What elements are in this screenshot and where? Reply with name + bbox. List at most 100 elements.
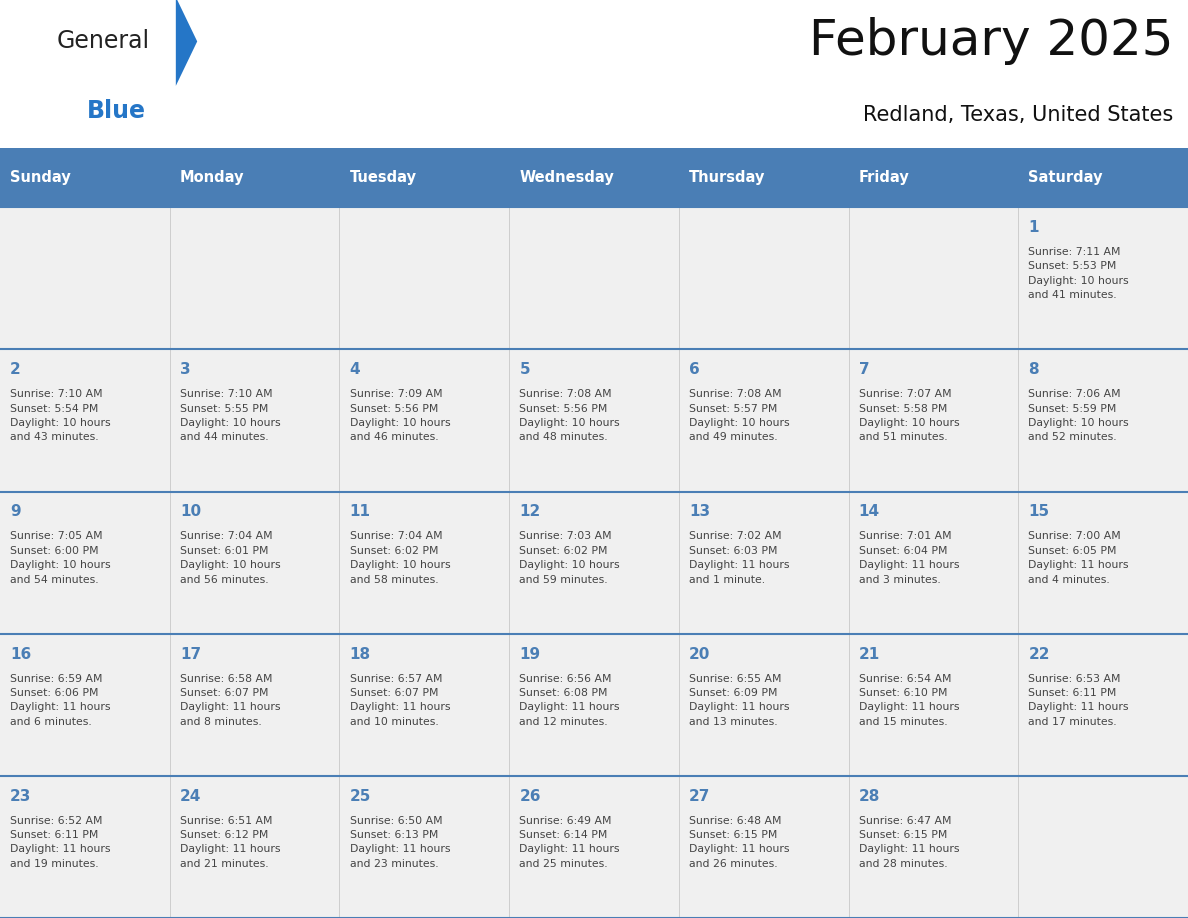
Text: 7: 7 bbox=[859, 363, 870, 377]
Bar bbox=[1018, 633, 1188, 776]
Bar bbox=[510, 207, 678, 350]
Text: Sunrise: 6:49 AM
Sunset: 6:14 PM
Daylight: 11 hours
and 25 minutes.: Sunrise: 6:49 AM Sunset: 6:14 PM Dayligh… bbox=[519, 816, 620, 868]
Text: 21: 21 bbox=[859, 646, 880, 662]
Text: 4: 4 bbox=[349, 363, 360, 377]
Text: 17: 17 bbox=[179, 646, 201, 662]
Text: Wednesday: Wednesday bbox=[519, 170, 614, 185]
Bar bbox=[678, 491, 848, 633]
Text: 2: 2 bbox=[11, 363, 21, 377]
Bar bbox=[0, 776, 170, 918]
Text: 16: 16 bbox=[11, 646, 31, 662]
Text: Sunrise: 6:54 AM
Sunset: 6:10 PM
Daylight: 11 hours
and 15 minutes.: Sunrise: 6:54 AM Sunset: 6:10 PM Dayligh… bbox=[859, 674, 959, 727]
Text: 18: 18 bbox=[349, 646, 371, 662]
Text: Sunrise: 7:00 AM
Sunset: 6:05 PM
Daylight: 11 hours
and 4 minutes.: Sunrise: 7:00 AM Sunset: 6:05 PM Dayligh… bbox=[1029, 532, 1129, 585]
Text: Sunrise: 7:03 AM
Sunset: 6:02 PM
Daylight: 10 hours
and 59 minutes.: Sunrise: 7:03 AM Sunset: 6:02 PM Dayligh… bbox=[519, 532, 620, 585]
Bar bbox=[340, 491, 510, 633]
Text: Sunrise: 6:48 AM
Sunset: 6:15 PM
Daylight: 11 hours
and 26 minutes.: Sunrise: 6:48 AM Sunset: 6:15 PM Dayligh… bbox=[689, 816, 790, 868]
Text: Tuesday: Tuesday bbox=[349, 170, 417, 185]
Text: 5: 5 bbox=[519, 363, 530, 377]
Text: Friday: Friday bbox=[859, 170, 910, 185]
Bar bbox=[1018, 207, 1188, 350]
Text: Sunrise: 7:07 AM
Sunset: 5:58 PM
Daylight: 10 hours
and 51 minutes.: Sunrise: 7:07 AM Sunset: 5:58 PM Dayligh… bbox=[859, 389, 960, 442]
Text: 12: 12 bbox=[519, 504, 541, 520]
Text: 9: 9 bbox=[11, 504, 21, 520]
Bar bbox=[678, 207, 848, 350]
Text: Sunrise: 6:53 AM
Sunset: 6:11 PM
Daylight: 11 hours
and 17 minutes.: Sunrise: 6:53 AM Sunset: 6:11 PM Dayligh… bbox=[1029, 674, 1129, 727]
Bar bbox=[170, 633, 340, 776]
Text: February 2025: February 2025 bbox=[809, 17, 1174, 65]
Text: Sunrise: 7:04 AM
Sunset: 6:01 PM
Daylight: 10 hours
and 56 minutes.: Sunrise: 7:04 AM Sunset: 6:01 PM Dayligh… bbox=[179, 532, 280, 585]
Text: Thursday: Thursday bbox=[689, 170, 765, 185]
Text: 24: 24 bbox=[179, 789, 201, 803]
Text: Sunrise: 7:06 AM
Sunset: 5:59 PM
Daylight: 10 hours
and 52 minutes.: Sunrise: 7:06 AM Sunset: 5:59 PM Dayligh… bbox=[1029, 389, 1129, 442]
Text: Sunrise: 6:59 AM
Sunset: 6:06 PM
Daylight: 11 hours
and 6 minutes.: Sunrise: 6:59 AM Sunset: 6:06 PM Dayligh… bbox=[11, 674, 110, 727]
Bar bbox=[340, 776, 510, 918]
Text: Sunrise: 6:52 AM
Sunset: 6:11 PM
Daylight: 11 hours
and 19 minutes.: Sunrise: 6:52 AM Sunset: 6:11 PM Dayligh… bbox=[11, 816, 110, 868]
Text: General: General bbox=[57, 29, 150, 53]
Text: Sunrise: 7:01 AM
Sunset: 6:04 PM
Daylight: 11 hours
and 3 minutes.: Sunrise: 7:01 AM Sunset: 6:04 PM Dayligh… bbox=[859, 532, 959, 585]
Text: 23: 23 bbox=[11, 789, 32, 803]
Text: Monday: Monday bbox=[179, 170, 245, 185]
Text: Sunrise: 6:57 AM
Sunset: 6:07 PM
Daylight: 11 hours
and 10 minutes.: Sunrise: 6:57 AM Sunset: 6:07 PM Dayligh… bbox=[349, 674, 450, 727]
Text: Sunrise: 7:10 AM
Sunset: 5:55 PM
Daylight: 10 hours
and 44 minutes.: Sunrise: 7:10 AM Sunset: 5:55 PM Dayligh… bbox=[179, 389, 280, 442]
Bar bbox=[340, 207, 510, 350]
Text: 25: 25 bbox=[349, 789, 371, 803]
Bar bbox=[170, 776, 340, 918]
Bar bbox=[170, 207, 340, 350]
Bar bbox=[1018, 148, 1188, 207]
Bar bbox=[0, 148, 170, 207]
Bar bbox=[0, 350, 170, 491]
Bar bbox=[1018, 350, 1188, 491]
Bar bbox=[678, 148, 848, 207]
Text: 20: 20 bbox=[689, 646, 710, 662]
Bar bbox=[0, 491, 170, 633]
Text: 10: 10 bbox=[179, 504, 201, 520]
Text: Sunrise: 6:55 AM
Sunset: 6:09 PM
Daylight: 11 hours
and 13 minutes.: Sunrise: 6:55 AM Sunset: 6:09 PM Dayligh… bbox=[689, 674, 790, 727]
Bar bbox=[678, 633, 848, 776]
Bar bbox=[0, 207, 170, 350]
Text: 14: 14 bbox=[859, 504, 880, 520]
Bar bbox=[1018, 491, 1188, 633]
Bar bbox=[848, 350, 1018, 491]
Text: Sunday: Sunday bbox=[11, 170, 71, 185]
Text: 19: 19 bbox=[519, 646, 541, 662]
Text: 22: 22 bbox=[1029, 646, 1050, 662]
Bar bbox=[848, 633, 1018, 776]
Text: Sunrise: 7:04 AM
Sunset: 6:02 PM
Daylight: 10 hours
and 58 minutes.: Sunrise: 7:04 AM Sunset: 6:02 PM Dayligh… bbox=[349, 532, 450, 585]
Bar bbox=[340, 633, 510, 776]
Text: Sunrise: 7:02 AM
Sunset: 6:03 PM
Daylight: 11 hours
and 1 minute.: Sunrise: 7:02 AM Sunset: 6:03 PM Dayligh… bbox=[689, 532, 790, 585]
Bar bbox=[1018, 776, 1188, 918]
Text: 13: 13 bbox=[689, 504, 710, 520]
Text: Saturday: Saturday bbox=[1029, 170, 1102, 185]
Text: 27: 27 bbox=[689, 789, 710, 803]
Bar bbox=[0, 633, 170, 776]
Text: 26: 26 bbox=[519, 789, 541, 803]
Bar bbox=[510, 148, 678, 207]
Text: Sunrise: 6:56 AM
Sunset: 6:08 PM
Daylight: 11 hours
and 12 minutes.: Sunrise: 6:56 AM Sunset: 6:08 PM Dayligh… bbox=[519, 674, 620, 727]
Text: 11: 11 bbox=[349, 504, 371, 520]
Text: Sunrise: 7:08 AM
Sunset: 5:56 PM
Daylight: 10 hours
and 48 minutes.: Sunrise: 7:08 AM Sunset: 5:56 PM Dayligh… bbox=[519, 389, 620, 442]
Text: 8: 8 bbox=[1029, 363, 1040, 377]
Bar bbox=[848, 491, 1018, 633]
Text: Sunrise: 6:58 AM
Sunset: 6:07 PM
Daylight: 11 hours
and 8 minutes.: Sunrise: 6:58 AM Sunset: 6:07 PM Dayligh… bbox=[179, 674, 280, 727]
Bar bbox=[170, 148, 340, 207]
Text: Sunrise: 7:05 AM
Sunset: 6:00 PM
Daylight: 10 hours
and 54 minutes.: Sunrise: 7:05 AM Sunset: 6:00 PM Dayligh… bbox=[11, 532, 110, 585]
Bar bbox=[170, 350, 340, 491]
Polygon shape bbox=[176, 0, 197, 86]
Bar bbox=[510, 491, 678, 633]
Bar bbox=[510, 350, 678, 491]
Text: Sunrise: 6:50 AM
Sunset: 6:13 PM
Daylight: 11 hours
and 23 minutes.: Sunrise: 6:50 AM Sunset: 6:13 PM Dayligh… bbox=[349, 816, 450, 868]
Text: Sunrise: 6:47 AM
Sunset: 6:15 PM
Daylight: 11 hours
and 28 minutes.: Sunrise: 6:47 AM Sunset: 6:15 PM Dayligh… bbox=[859, 816, 959, 868]
Text: 15: 15 bbox=[1029, 504, 1049, 520]
Text: Redland, Texas, United States: Redland, Texas, United States bbox=[864, 106, 1174, 126]
Text: 1: 1 bbox=[1029, 220, 1040, 235]
Bar bbox=[848, 207, 1018, 350]
Bar bbox=[678, 350, 848, 491]
Bar bbox=[848, 148, 1018, 207]
Text: Sunrise: 7:09 AM
Sunset: 5:56 PM
Daylight: 10 hours
and 46 minutes.: Sunrise: 7:09 AM Sunset: 5:56 PM Dayligh… bbox=[349, 389, 450, 442]
Text: Sunrise: 7:10 AM
Sunset: 5:54 PM
Daylight: 10 hours
and 43 minutes.: Sunrise: 7:10 AM Sunset: 5:54 PM Dayligh… bbox=[11, 389, 110, 442]
Bar bbox=[848, 776, 1018, 918]
Bar bbox=[340, 350, 510, 491]
Text: Sunrise: 7:11 AM
Sunset: 5:53 PM
Daylight: 10 hours
and 41 minutes.: Sunrise: 7:11 AM Sunset: 5:53 PM Dayligh… bbox=[1029, 247, 1129, 300]
Text: Sunrise: 6:51 AM
Sunset: 6:12 PM
Daylight: 11 hours
and 21 minutes.: Sunrise: 6:51 AM Sunset: 6:12 PM Dayligh… bbox=[179, 816, 280, 868]
